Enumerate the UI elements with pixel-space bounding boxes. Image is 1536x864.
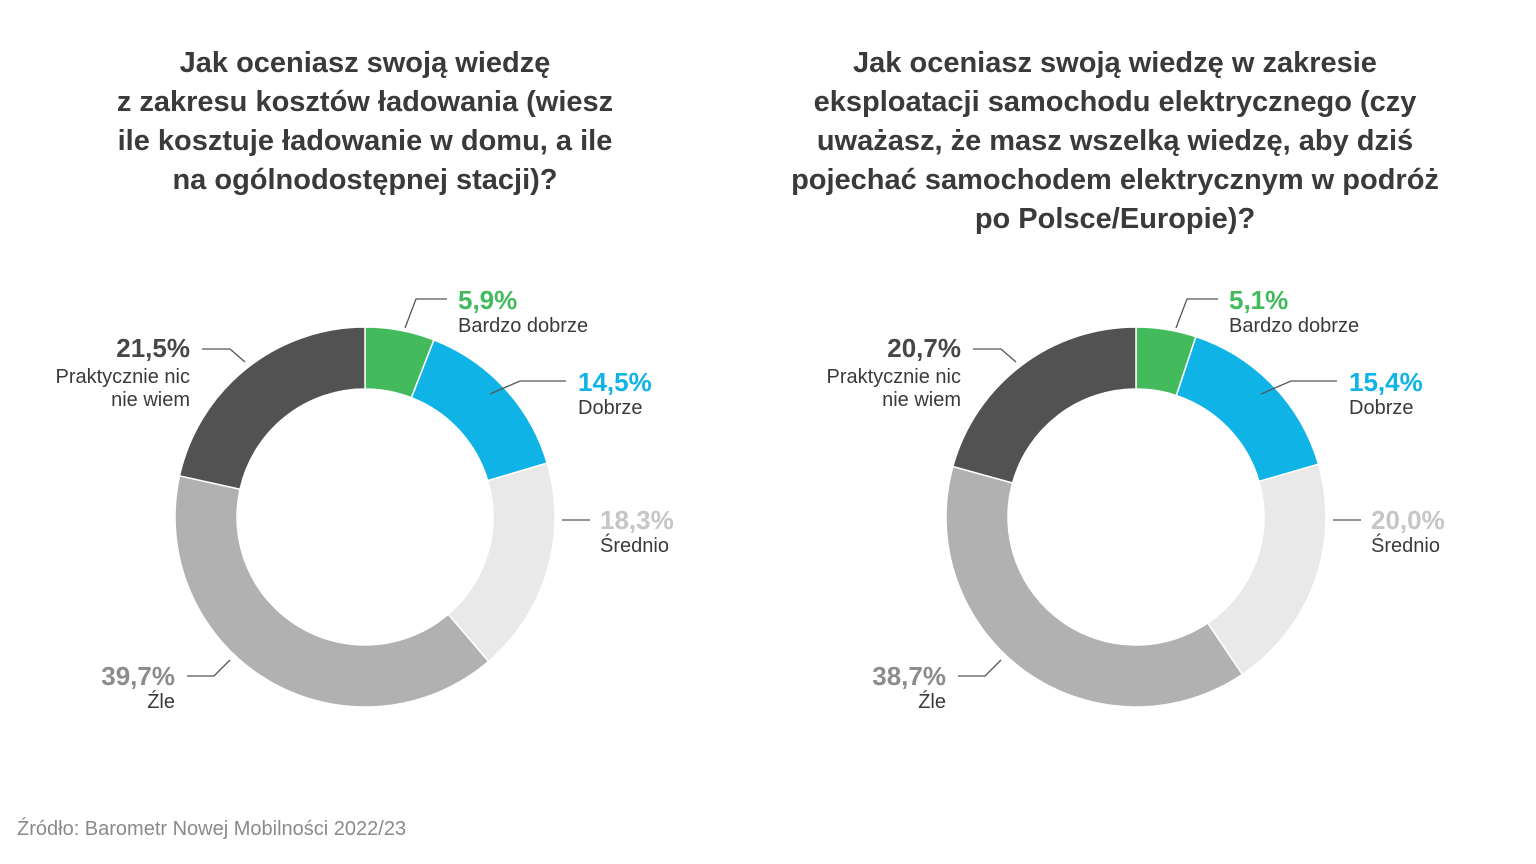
pct-label-bardzo-dobrze: 5,9%	[458, 285, 518, 315]
source-note: Źródło: Barometr Nowej Mobilności 2022/2…	[17, 818, 407, 840]
donut-chart	[945, 298, 1361, 708]
chart-title: Jak oceniasz swoją wiedzę w zakresie eks…	[750, 44, 1480, 239]
slice-label-dobrze: Dobrze	[578, 397, 643, 419]
donut-chart	[174, 298, 590, 708]
leader-line-dobrze	[1260, 380, 1337, 395]
slice-label-zle: Źle	[918, 691, 946, 713]
leader-line-zle	[958, 659, 1002, 677]
donut-slice-zle	[174, 474, 490, 708]
slice-label-bardzo-dobrze: Bardzo dobrze	[1229, 315, 1360, 337]
slice-label-dobrze: Dobrze	[1349, 397, 1414, 419]
slice-label-srednio: Średnio	[1371, 535, 1440, 557]
leader-line-dobrze	[489, 380, 566, 395]
pct-label-dobrze: 14,5%	[578, 367, 652, 397]
pct-label-zle: 39,7%	[101, 661, 175, 691]
slice-label-srednio: Średnio	[600, 535, 669, 557]
pct-label-srednio: 20,0%	[1371, 505, 1445, 535]
title-line: na ogólnodostępnej stacji)?	[172, 164, 558, 196]
chart-panel-ev-operation: Jak oceniasz swoją wiedzę w zakresie eks…	[771, 0, 1536, 800]
slice-label-bardzo-dobrze: Bardzo dobrze	[458, 315, 589, 337]
donut-slice-srednio	[1206, 463, 1327, 676]
pct-label-zle: 38,7%	[872, 661, 946, 691]
title-line: eksploatacji samochodu elektrycznego (cz…	[813, 86, 1417, 118]
pct-label-bardzo-dobrze: 5,1%	[1229, 285, 1289, 315]
pct-label-nic-nie-wiem: 21,5%	[116, 333, 190, 363]
chart-title: Jak oceniasz swoją wiedzę z zakresu kosz…	[40, 44, 690, 200]
donut-slice-nic-nie-wiem	[178, 326, 366, 491]
chart-panel-charging-costs: Jak oceniasz swoją wiedzę z zakresu kosz…	[0, 0, 770, 800]
donut-slice-dobrze	[1175, 335, 1320, 483]
leader-line-nic-nie-wiem	[973, 348, 1017, 363]
leader-line-zle	[187, 659, 231, 677]
title-line: z zakresu kosztów ładowania (wiesz	[116, 86, 614, 118]
donut-slice-dobrze	[410, 338, 549, 482]
leader-line-bardzo-dobrze	[404, 298, 447, 329]
donut-slice-zle	[945, 465, 1244, 708]
title-line: Jak oceniasz swoją wiedzę	[179, 47, 551, 79]
slice-label-nic-nie-wiem-line1: Praktycznie nic	[55, 366, 191, 388]
donut-slice-nic-nie-wiem	[951, 326, 1137, 484]
slice-label-zle: Źle	[147, 691, 175, 713]
slice-label-nic-nie-wiem-line2: nie wiem	[882, 389, 961, 411]
title-line: uważasz, że masz wszelką wiedzę, aby dzi…	[816, 125, 1414, 157]
pct-label-srednio: 18,3%	[600, 505, 674, 535]
pct-label-nic-nie-wiem: 20,7%	[887, 333, 961, 363]
title-line: ile kosztuje ładowanie w domu, a ile	[117, 125, 613, 157]
pct-label-dobrze: 15,4%	[1349, 367, 1423, 397]
title-line: pojechać samochodem elektrycznym w podró…	[791, 164, 1439, 196]
title-line: Jak oceniasz swoją wiedzę w zakresie	[853, 47, 1377, 79]
donut-slice-srednio	[447, 462, 556, 663]
leader-line-bardzo-dobrze	[1175, 298, 1218, 329]
leader-line-nic-nie-wiem	[202, 348, 246, 363]
slice-label-nic-nie-wiem-line2: nie wiem	[111, 389, 190, 411]
title-line: po Polsce/Europie)?	[974, 203, 1256, 235]
slice-label-nic-nie-wiem-line1: Praktycznie nic	[826, 366, 962, 388]
